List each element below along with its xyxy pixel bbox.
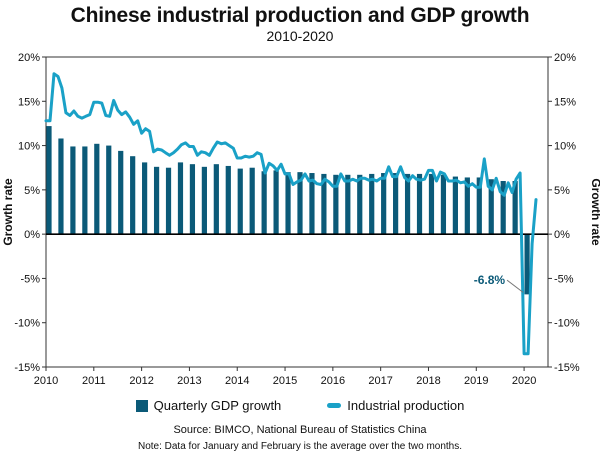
y-tick-label-left: -15% [14,362,40,374]
x-tick-label: 2014 [225,375,249,387]
annotation-label: -6.8% [474,273,506,287]
gdp-bar [142,162,148,235]
y-tick-label-left: 5% [24,185,40,197]
gdp-bar [225,165,231,235]
y-axis-title-right: Growth rate [589,178,600,246]
gdp-bar [393,173,399,235]
legend-swatch-industrial [327,403,342,408]
gdp-bar [177,162,184,235]
x-tick-label: 2019 [464,375,488,387]
y-tick-label-left: 0% [24,229,40,241]
gdp-bar [273,170,279,235]
gdp-bar [189,164,196,235]
x-tick-label: 2017 [368,375,392,387]
industrial-production-line [44,72,538,356]
y-tick-label-left: 15% [18,96,40,108]
y-tick-label-right: 10% [554,141,576,153]
gdp-bar [237,168,243,235]
chart-canvas: 20% 20% 15% 15% 10% 10% 5% 5% 0% 0% -5% -5% -10% -10%… [1,52,600,387]
y-tick-label-right: -10% [554,318,580,330]
gdp-bar [46,126,52,235]
y-tick-label-left: -5% [20,273,40,285]
chart-title: Chinese industrial production and GDP gr… [70,4,530,27]
gdp-bar [285,172,291,235]
gdp-bar [488,179,494,235]
x-tick-label: 2012 [129,375,153,387]
legend-item-gdp: Quarterly GDP growth [135,398,282,413]
chart-note: Note: Data for January and February is t… [137,441,463,452]
x-tick-label: 2015 [273,375,297,387]
gdp-bar [58,138,64,235]
gdp-bar [345,174,351,235]
gdp-bar [201,166,207,235]
gdp-bar [297,172,303,235]
gdp-bar [440,174,447,235]
gdp-bar [106,145,112,235]
legend-label-gdp: Quarterly GDP growth [153,398,282,413]
x-tick-label: 2011 [82,375,106,387]
y-axis-title-left: Growth rate [1,178,15,246]
annotation-leader [506,279,524,293]
gdp-bar [428,173,435,235]
x-tick-label: 2020 [512,375,536,387]
x-tick-label: 2016 [321,375,345,387]
chart-subtitle: 2010-2020 [266,28,334,44]
gdp-bar [261,171,267,235]
gdp-bar [165,167,172,235]
y-tick-label-right: -15% [554,362,580,374]
gdp-bar [321,173,327,235]
legend-label-industrial: Industrial production [347,398,465,413]
y-tick-label-left: 20% [18,52,40,64]
gdp-bar [464,177,470,235]
gdp-bar [416,173,423,235]
gdp-bar [512,181,518,235]
gdp-bar [130,156,136,235]
x-tick-label: 2010 [34,375,58,387]
y-tick-label-left: -10% [14,318,40,330]
gdp-bar [333,174,339,235]
gdp-bar [153,166,160,235]
gdp-bar [500,181,506,235]
y-tick-label-right: 5% [554,185,570,197]
gdp-bar [118,150,124,235]
plot-frame [45,56,549,368]
legend-item-industrial: Industrial production [327,398,464,413]
x-tick-label: 2018 [416,375,440,387]
gdp-bar [404,173,411,235]
gdp-bar [369,173,375,235]
gdp-bar [249,167,255,235]
chart-legend: Quarterly GDP growth Industrial producti… [0,398,600,413]
y-tick-label-right: 0% [554,229,570,241]
gdp-bar [82,146,88,235]
y-tick-label-left: 10% [18,141,40,153]
gdp-bar [309,173,315,235]
gdp-bar [213,164,219,235]
legend-swatch-gdp [135,399,148,412]
gdp-bar [524,234,530,295]
y-tick-label-right: -5% [554,273,574,285]
y-tick-label-right: 20% [554,52,576,64]
x-tick-label: 2013 [177,375,201,387]
chart-source: Source: BIMCO, National Bureau of Statis… [173,424,427,436]
gdp-bar [70,146,76,235]
gdp-bar [476,177,482,235]
gdp-bar [452,176,458,235]
gdp-bar [357,174,363,235]
y-tick-label-right: 15% [554,96,576,108]
gdp-bar [94,143,100,235]
gdp-bar [381,173,387,235]
